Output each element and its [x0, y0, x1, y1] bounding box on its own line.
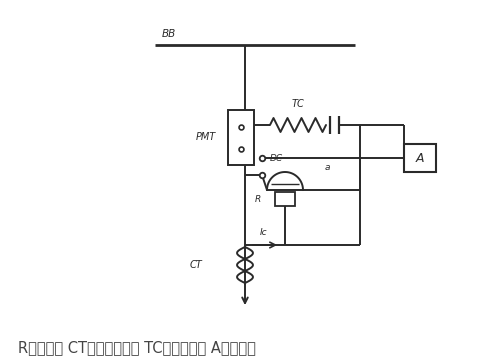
Text: R：继电器 CT：电流互感器 TC：跳闸线圈 A：报警器: R：继电器 CT：电流互感器 TC：跳闸线圈 A：报警器	[18, 340, 256, 355]
Bar	[275, 192, 295, 206]
Text: PMT: PMT	[196, 132, 216, 143]
Text: a: a	[325, 163, 330, 172]
Text: CT: CT	[190, 260, 203, 270]
Text: Ic: Ic	[260, 228, 268, 237]
Bar	[228, 110, 254, 165]
Text: BB: BB	[162, 29, 176, 39]
Text: R: R	[255, 194, 261, 203]
Bar	[404, 144, 436, 172]
Text: A: A	[416, 152, 424, 164]
Text: DC: DC	[270, 154, 283, 163]
Text: TC: TC	[292, 99, 304, 109]
